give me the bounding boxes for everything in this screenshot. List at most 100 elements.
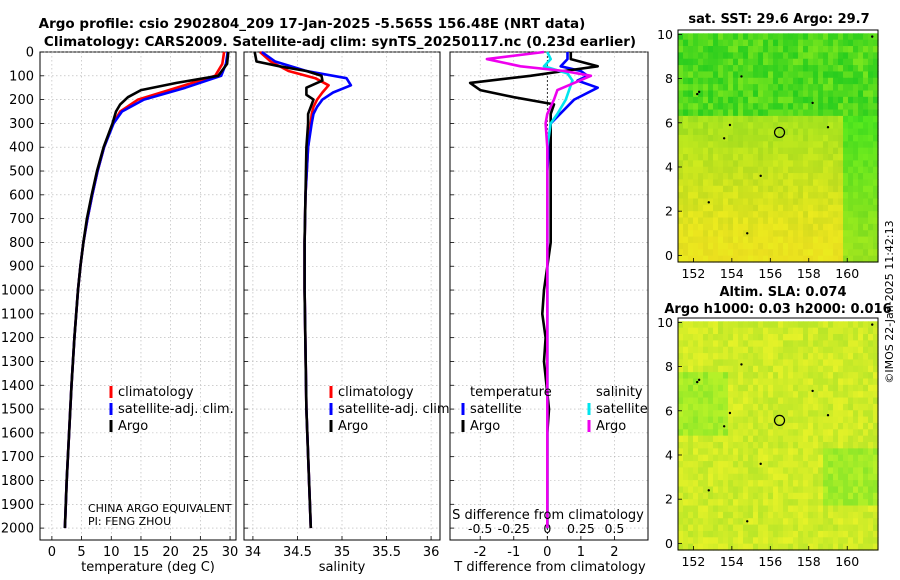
map-cell <box>773 410 779 418</box>
map-cell <box>703 230 709 238</box>
map-cell <box>853 365 859 373</box>
map-cell <box>788 346 794 354</box>
map-cell <box>818 198 824 206</box>
map-cell <box>693 242 699 250</box>
map-cell <box>813 236 819 244</box>
map-cell <box>743 236 749 244</box>
map-cell <box>818 397 824 405</box>
map-cell <box>818 505 824 513</box>
map-cell <box>828 524 834 532</box>
map-cell <box>863 524 869 532</box>
map-cell <box>743 255 749 263</box>
map-cell <box>813 524 819 532</box>
map-cell <box>843 255 849 263</box>
map-cell <box>768 378 774 386</box>
map-cell <box>678 185 684 193</box>
map-cell <box>768 255 774 263</box>
map-cell <box>863 505 869 513</box>
map-cell <box>823 77 829 85</box>
map-cell <box>803 384 809 392</box>
map-cell <box>763 160 769 168</box>
s-tick-label: -0.5 <box>468 521 492 536</box>
map-cell <box>813 416 819 424</box>
map-cell <box>793 211 799 219</box>
map-cell <box>843 90 849 98</box>
map-cell <box>873 467 879 475</box>
map-cell <box>743 46 749 53</box>
map-cell <box>848 524 854 532</box>
map-cell <box>858 58 864 66</box>
map-cell <box>843 160 849 168</box>
map-cell <box>863 334 869 341</box>
map-cell <box>808 505 814 513</box>
map-cell <box>843 154 849 161</box>
map-cell <box>718 410 724 418</box>
map-cell <box>768 454 774 462</box>
map-cell <box>718 103 724 111</box>
map-cell <box>783 96 789 104</box>
map-cell <box>688 321 694 329</box>
map-cell <box>783 198 789 206</box>
map-cell <box>763 192 769 200</box>
map-cell <box>803 321 809 329</box>
map-cell <box>733 511 739 519</box>
map-cell <box>823 454 829 462</box>
island <box>759 462 762 466</box>
island <box>707 489 710 492</box>
map-cell <box>828 359 834 367</box>
map-cell <box>728 154 734 161</box>
map-cell <box>773 422 779 430</box>
map-cell <box>678 166 684 174</box>
map-cell <box>838 372 844 380</box>
map-cell <box>693 109 699 117</box>
map-cell <box>723 353 729 361</box>
map-cell <box>748 530 754 538</box>
map-cell <box>803 461 809 469</box>
map-cell <box>838 435 844 443</box>
map-cell <box>813 160 819 168</box>
map-cell <box>758 179 764 187</box>
map-cell <box>728 461 734 469</box>
map-cell <box>808 480 814 488</box>
map-cell <box>853 473 859 481</box>
map-cell <box>688 33 694 41</box>
island <box>826 126 830 129</box>
island <box>759 174 762 178</box>
map-cell <box>793 128 799 136</box>
map-cell <box>798 198 804 206</box>
map-cell <box>748 448 754 456</box>
map-cell <box>768 346 774 354</box>
map-cell <box>708 327 714 335</box>
map-cell <box>823 154 829 161</box>
depth-tick-labels: 0100200300400500600700800900100011001200… <box>1 46 34 537</box>
map-cell <box>768 461 774 469</box>
map-cell <box>738 422 744 430</box>
map-cell <box>763 384 769 392</box>
map-cell <box>693 96 699 104</box>
map-cell <box>718 115 724 123</box>
map-cell <box>763 442 769 449</box>
map-cell <box>793 223 799 231</box>
map-cell <box>763 327 769 335</box>
map-cell <box>728 147 734 155</box>
map-cell <box>873 410 879 418</box>
map-cell <box>793 141 799 149</box>
map-cell <box>723 454 729 462</box>
map-cell <box>773 109 779 117</box>
map-cell <box>868 160 874 168</box>
map-cell <box>688 230 694 238</box>
map-cell <box>858 422 864 430</box>
map-cell <box>783 223 789 231</box>
map-cell <box>813 340 819 348</box>
map-cell <box>788 58 794 66</box>
map-cell <box>748 65 754 73</box>
map-cell <box>813 410 819 418</box>
map-cell <box>863 185 869 193</box>
map-cell <box>803 499 809 507</box>
map-cell <box>853 230 859 238</box>
map-cell <box>833 230 839 238</box>
map-cell <box>813 397 819 405</box>
map-cell <box>728 46 734 53</box>
map-cell <box>748 486 754 494</box>
map-cell <box>813 39 819 47</box>
